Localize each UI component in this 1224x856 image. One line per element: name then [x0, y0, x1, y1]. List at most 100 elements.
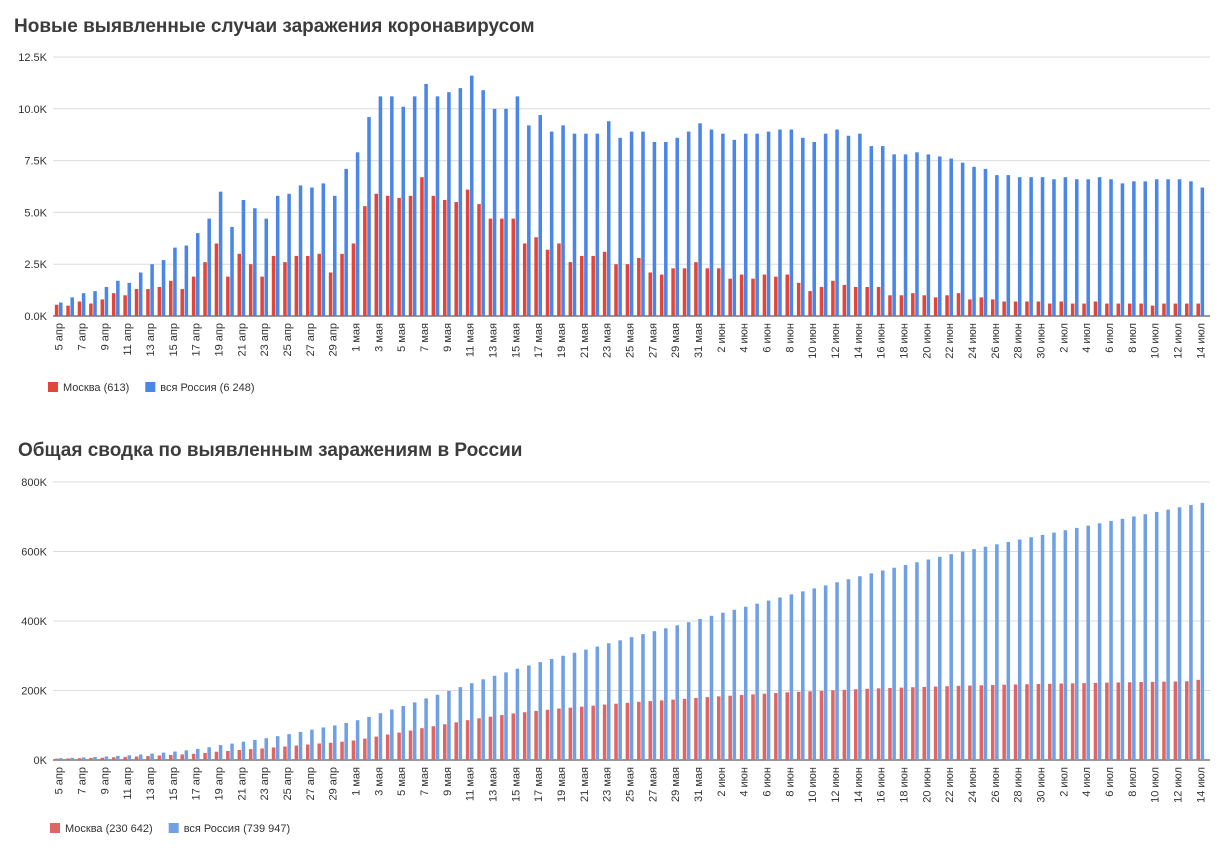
bar-moscow	[294, 745, 299, 760]
bar-russia	[173, 751, 177, 760]
bar-moscow	[545, 249, 550, 316]
bar-moscow	[477, 204, 481, 316]
bar-russia	[835, 129, 839, 316]
bar-russia	[766, 600, 771, 760]
x-tick-label: 8 июл	[1127, 767, 1139, 797]
bar-moscow	[1036, 301, 1041, 316]
x-tick-label: 25 мая	[625, 767, 637, 802]
bar-russia	[1063, 177, 1068, 316]
bar-russia	[253, 739, 257, 760]
bar-russia	[641, 634, 645, 760]
bar-russia	[424, 83, 428, 316]
bar-russia	[355, 152, 360, 316]
x-tick-label: 12 июн	[830, 767, 842, 803]
y-tick-label: 2.5K	[24, 259, 47, 271]
bar-russia	[1006, 541, 1011, 760]
x-tick-label: 10 июн	[807, 323, 819, 359]
bar-moscow	[1093, 301, 1098, 316]
x-tick-label: 5 апр	[54, 767, 66, 794]
bar-moscow	[157, 286, 162, 316]
x-tick-label: 13 апр	[145, 323, 157, 356]
bar-moscow	[363, 738, 367, 760]
bar-russia	[355, 720, 360, 760]
bar-russia	[1017, 177, 1022, 316]
x-tick-label: 6 июн	[761, 767, 773, 797]
bar-russia	[561, 655, 565, 760]
bar-moscow	[956, 293, 961, 316]
bar-russia	[675, 625, 679, 760]
bar-russia	[801, 591, 805, 760]
bar-moscow	[169, 754, 173, 760]
bar-moscow	[66, 758, 70, 760]
bar-russia	[378, 713, 383, 760]
bar-russia	[127, 755, 132, 760]
x-tick-label: 21 апр	[236, 323, 248, 356]
bar-moscow	[465, 189, 470, 316]
bar-moscow	[568, 262, 573, 316]
x-tick-label: 31 мая	[693, 323, 705, 358]
y-tick-label: 10.0K	[18, 104, 47, 116]
bar-russia	[435, 694, 440, 760]
bar-moscow	[545, 709, 550, 760]
bar-moscow	[694, 262, 698, 316]
bar-russia	[1177, 507, 1182, 760]
bar-moscow	[180, 289, 184, 316]
bar-moscow	[831, 280, 835, 316]
x-tick-label: 7 мая	[419, 323, 431, 352]
bar-moscow	[237, 749, 242, 760]
y-tick-label: 12.5K	[18, 52, 47, 64]
bar-moscow	[637, 701, 641, 760]
bar-moscow	[443, 199, 447, 316]
bar-russia	[332, 195, 337, 316]
bar-russia	[960, 162, 965, 316]
bar-russia	[538, 662, 543, 760]
bar-moscow	[454, 722, 458, 760]
bar-russia	[561, 125, 565, 316]
bar-russia	[1086, 179, 1090, 316]
bar-moscow	[66, 305, 70, 316]
bar-moscow	[933, 686, 938, 760]
bar-russia	[1029, 177, 1033, 316]
bar-russia	[241, 199, 246, 316]
bar-moscow	[659, 700, 664, 760]
bar-moscow	[591, 705, 595, 760]
bar-moscow	[214, 751, 219, 760]
bar-russia	[880, 146, 885, 316]
bar-moscow	[637, 257, 641, 316]
bar-russia	[926, 559, 931, 760]
x-tick-label: 23 мая	[602, 323, 614, 358]
bar-moscow	[134, 289, 139, 316]
bar-russia	[664, 628, 668, 760]
bar-russia	[230, 743, 234, 760]
bar-russia	[584, 649, 588, 760]
x-tick-label: 11 апр	[122, 767, 134, 800]
bar-moscow	[580, 255, 584, 316]
bar-moscow	[614, 264, 618, 316]
x-tick-label: 10 июл	[1150, 323, 1162, 359]
bar-russia	[755, 603, 759, 760]
bar-moscow	[123, 756, 127, 760]
bar-moscow	[77, 301, 82, 316]
bar-russia	[207, 747, 211, 760]
bar-moscow	[522, 712, 527, 760]
x-tick-label: 27 апр	[305, 767, 317, 800]
bar-moscow	[1185, 303, 1189, 316]
bar-moscow	[774, 693, 778, 760]
x-tick-label: 27 мая	[647, 767, 659, 802]
bar-russia	[150, 264, 154, 316]
bar-moscow	[899, 295, 904, 316]
bar-russia	[492, 675, 497, 760]
bar-russia	[469, 75, 474, 317]
bar-moscow	[77, 758, 82, 760]
bar-russia	[732, 139, 737, 316]
x-tick-label: 4 июн	[739, 323, 751, 353]
bar-moscow	[911, 687, 915, 760]
bar-russia	[1200, 187, 1205, 316]
bar-moscow	[922, 686, 927, 760]
bar-moscow	[648, 701, 653, 760]
x-tick-label: 17 апр	[191, 767, 203, 800]
bar-russia	[778, 129, 782, 316]
x-tick-label: 19 апр	[214, 323, 226, 356]
x-tick-label: 21 мая	[579, 767, 591, 802]
bar-russia	[230, 226, 234, 316]
